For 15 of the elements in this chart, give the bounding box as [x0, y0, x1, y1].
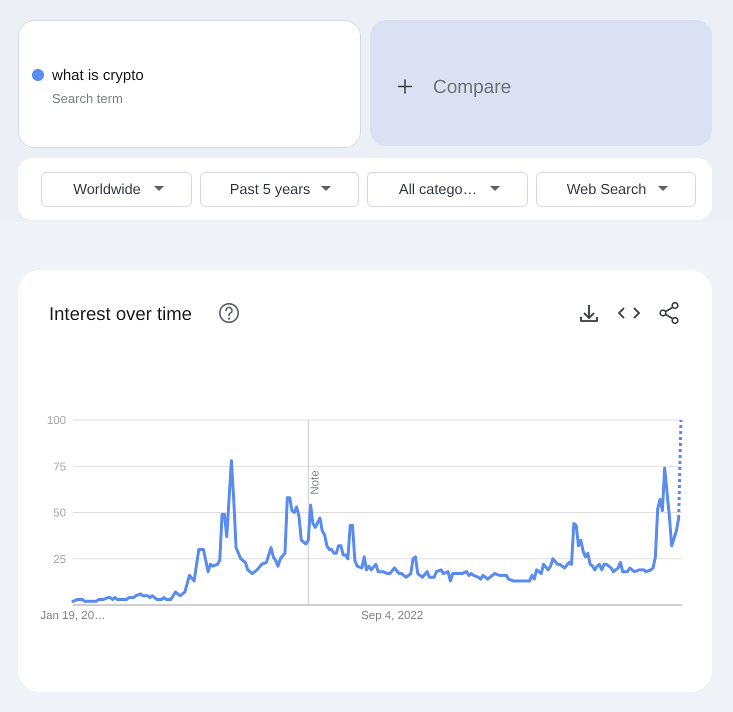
x-tick-label: Sep 4, 2022	[361, 610, 424, 622]
text: All catego…	[398, 182, 478, 198]
x-tick-label: Jan 19, 20…	[40, 610, 106, 622]
y-tick-label: 75	[53, 461, 66, 474]
y-tick-label: 100	[46, 415, 66, 427]
ref-line-label: Note	[309, 470, 322, 495]
y-tick-label: 25	[53, 554, 66, 566]
legend-label: what is crypto	[51, 67, 144, 84]
text: Web Search	[566, 182, 646, 198]
chart-title: Interest over time	[49, 303, 192, 324]
text: Past 5 years	[230, 182, 310, 198]
text: Compare	[433, 77, 512, 98]
text: Search term	[52, 91, 123, 106]
y-tick-label: 50	[53, 508, 66, 520]
text: Worldwide	[73, 182, 141, 198]
